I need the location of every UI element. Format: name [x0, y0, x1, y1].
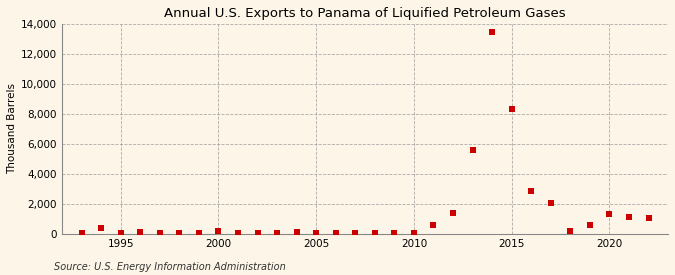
Point	[526, 189, 537, 193]
Point	[291, 230, 302, 235]
Point	[310, 230, 321, 235]
Point	[194, 230, 205, 235]
Point	[369, 230, 380, 235]
Point	[272, 230, 283, 235]
Point	[545, 201, 556, 205]
Point	[155, 230, 165, 235]
Point	[428, 222, 439, 227]
Point	[76, 231, 87, 235]
Point	[487, 30, 497, 34]
Point	[252, 230, 263, 235]
Point	[96, 226, 107, 230]
Point	[233, 230, 244, 235]
Point	[174, 231, 185, 235]
Point	[585, 222, 595, 227]
Point	[467, 148, 478, 152]
Point	[565, 229, 576, 233]
Point	[643, 216, 654, 220]
Point	[115, 231, 126, 235]
Point	[408, 231, 419, 236]
Point	[448, 211, 458, 215]
Text: Source: U.S. Energy Information Administration: Source: U.S. Energy Information Administ…	[54, 262, 286, 272]
Point	[506, 106, 517, 111]
Point	[135, 230, 146, 234]
Title: Annual U.S. Exports to Panama of Liquified Petroleum Gases: Annual U.S. Exports to Panama of Liquifi…	[164, 7, 566, 20]
Y-axis label: Thousand Barrels: Thousand Barrels	[7, 83, 17, 174]
Point	[330, 230, 341, 235]
Point	[624, 214, 634, 219]
Point	[389, 230, 400, 235]
Point	[350, 230, 360, 235]
Point	[604, 212, 615, 216]
Point	[213, 229, 224, 233]
